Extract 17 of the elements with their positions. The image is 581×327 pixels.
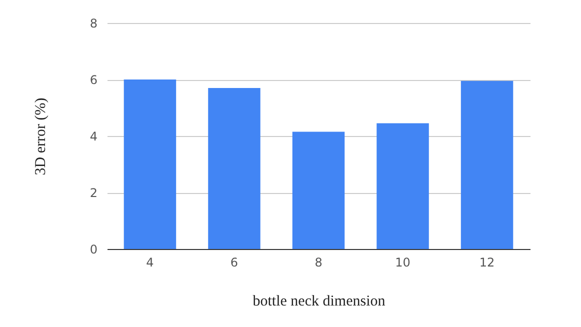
y-tick-label: 2 [90, 186, 98, 200]
x-axis-title: bottle neck dimension [252, 294, 386, 310]
y-tick-label: 6 [90, 73, 98, 87]
x-tick-label: 6 [230, 256, 238, 270]
y-tick-label: 0 [90, 242, 98, 256]
y-axis-title: 3D error (%) [32, 98, 49, 176]
y-tick-label: 8 [90, 16, 98, 30]
bar [376, 123, 429, 249]
y-tick-label: 4 [90, 130, 98, 144]
x-tick-label: 10 [395, 256, 410, 270]
x-tick-label: 4 [146, 256, 154, 270]
x-tick-label: 12 [479, 256, 495, 270]
x-tick-label: 8 [314, 256, 322, 270]
bar [124, 80, 176, 249]
bar [460, 80, 514, 249]
bar [208, 88, 260, 249]
bar [292, 132, 345, 249]
